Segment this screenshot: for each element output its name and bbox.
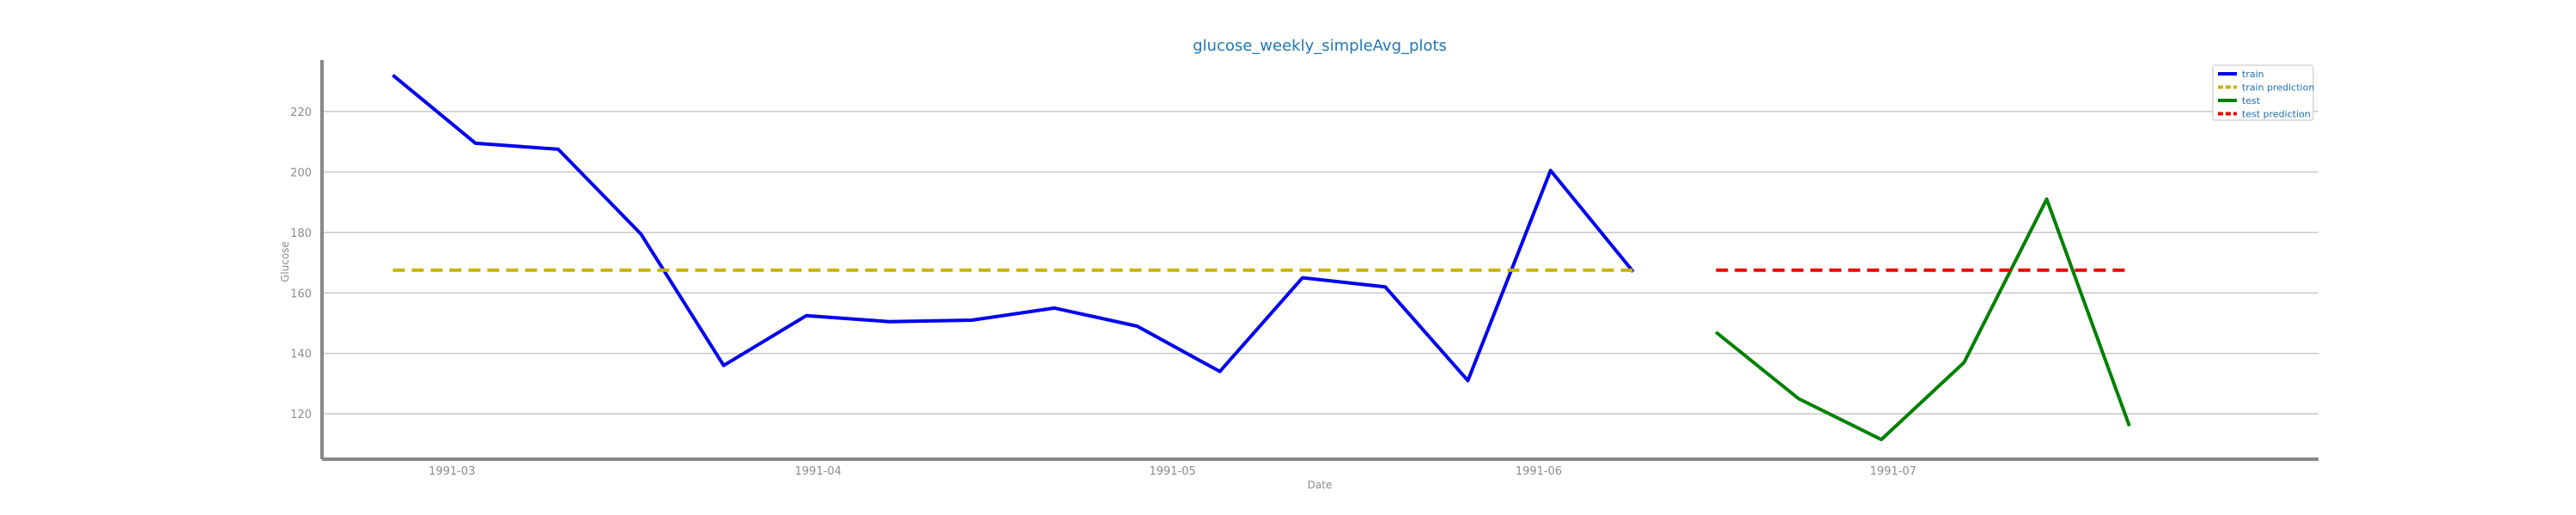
legend-label: train [2242, 69, 2264, 80]
legend-label: train prediction [2242, 82, 2314, 94]
tick-labels: 120 140 160 180 200 220 1991-03 1991-04 1991-05 1… [290, 106, 1917, 478]
x-axis-label: Date [1308, 479, 1333, 491]
x-tick-label: 1991-05 [1149, 465, 1195, 478]
y-tick-label: 200 [290, 167, 312, 179]
y-tick-label: 220 [290, 106, 312, 119]
axes [320, 60, 2318, 461]
y-tick-label: 120 [290, 409, 312, 421]
series-line-test [1715, 197, 2131, 442]
y-tick-label: 160 [290, 288, 312, 300]
y-axis-label: Glucose [279, 241, 291, 282]
y-tick-label: 180 [290, 227, 312, 240]
x-tick-label: 1991-04 [795, 465, 841, 478]
x-tick-label: 1991-03 [428, 465, 475, 478]
legend-label: test [2242, 95, 2261, 106]
legend-box [2212, 64, 2314, 121]
x-tick-label: 1991-06 [1516, 465, 1562, 478]
legend-label: test prediction [2242, 109, 2311, 120]
series-lines [392, 74, 2131, 442]
series-line-train [392, 74, 1635, 383]
y-tick-label: 140 [290, 348, 312, 361]
gridlines [322, 111, 2318, 415]
x-tick-label: 1991-07 [1870, 465, 1917, 478]
chart-title: glucose_weekly_simpleAvg_plots [1193, 37, 1447, 55]
